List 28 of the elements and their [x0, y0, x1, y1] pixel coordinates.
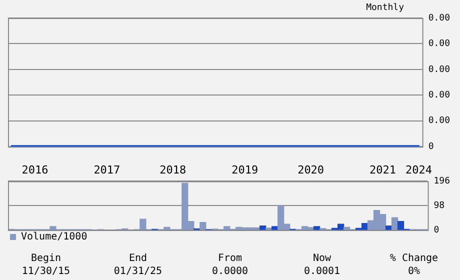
text: 11/30/15: [20, 265, 72, 278]
y-tick-label: 0: [434, 225, 440, 236]
y-tick-label: 196: [434, 176, 450, 187]
x-tick-label: 2021: [370, 163, 396, 176]
text: 0%: [406, 265, 422, 278]
x-tick-label: 2024: [406, 163, 432, 176]
text: 0.0001: [302, 265, 342, 278]
x-tick-label: 2019: [232, 163, 258, 176]
text: Monthly: [366, 3, 404, 13]
y-tick-label: 0.00: [428, 39, 450, 50]
x-tick-label: 2017: [94, 163, 120, 176]
y-tick-label: 0.00: [428, 13, 450, 24]
text: 01/31/25: [112, 265, 164, 278]
x-tick-label: 2020: [298, 163, 324, 176]
text: 0.0000: [210, 265, 250, 278]
y-tick-label: 0.00: [428, 64, 450, 75]
text: End: [128, 252, 148, 265]
y-tick-label: 0: [428, 142, 434, 152]
x-tick-label: 2018: [160, 163, 186, 176]
text: Begin: [30, 252, 62, 265]
x-tick-label: 2016: [22, 163, 48, 176]
y-tick-label: 0.00: [428, 116, 450, 126]
text: From: [216, 252, 244, 265]
text: % Change: [388, 252, 440, 265]
text: Now: [312, 252, 332, 265]
y-tick-label: 0.00: [428, 90, 450, 101]
legend-label: Volume/1000: [21, 232, 88, 243]
y-tick-label: 98: [434, 200, 445, 211]
